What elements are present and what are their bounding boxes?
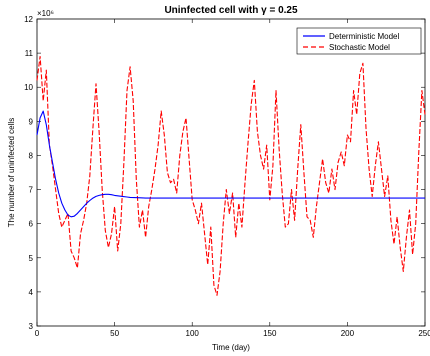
legend-label-stochastic: Stochastic Model xyxy=(329,43,390,52)
y-tick-label: 11 xyxy=(25,49,34,58)
chart-title: Uninfected cell with γ = 0.25 xyxy=(164,5,298,16)
y-tick-label: 9 xyxy=(29,117,34,126)
legend-box xyxy=(296,27,422,55)
y-tick-label: 6 xyxy=(29,220,34,229)
y-axis-multiplier: ×10⁶ xyxy=(37,9,54,18)
series-line-stochastic xyxy=(36,55,426,296)
plot-area xyxy=(36,18,426,327)
x-tick-label: 0 xyxy=(35,329,40,338)
y-tick-label: 4 xyxy=(29,288,34,297)
series-layer xyxy=(36,55,426,296)
y-tick-label: 10 xyxy=(24,83,33,92)
axis-ticks: 0 50 100 150 200 250 3 4 5 6 7 8 9 10 11 12 xyxy=(24,15,430,338)
y-tick-label: 3 xyxy=(29,322,34,331)
y-tick-label: 8 xyxy=(29,151,34,160)
y-axis-label: The number of uninfected cells xyxy=(7,118,16,227)
series-line-deterministic xyxy=(36,110,425,218)
y-tick-label: 5 xyxy=(29,254,34,263)
x-tick-label: 50 xyxy=(110,329,119,338)
legend: Deterministic Model Stochastic Model xyxy=(296,27,422,55)
y-tick-label: 7 xyxy=(29,186,34,195)
x-tick-label: 250 xyxy=(418,329,430,338)
x-tick-label: 150 xyxy=(263,329,277,338)
legend-label-deterministic: Deterministic Model xyxy=(329,32,399,41)
y-tick-label: 12 xyxy=(24,15,33,24)
x-tick-label: 100 xyxy=(186,329,200,338)
x-tick-label: 200 xyxy=(341,329,355,338)
x-axis-label: Time (day) xyxy=(212,343,250,352)
